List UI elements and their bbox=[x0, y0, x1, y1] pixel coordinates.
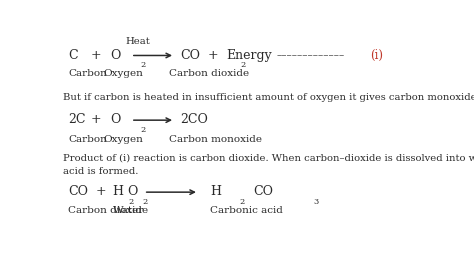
Text: 2: 2 bbox=[128, 198, 133, 206]
Text: +: + bbox=[91, 49, 101, 62]
Text: But if carbon is heated in insufficient amount of oxygen it gives carbon monoxid: But if carbon is heated in insufficient … bbox=[63, 93, 474, 102]
Text: 2: 2 bbox=[142, 198, 147, 206]
Text: O: O bbox=[110, 49, 121, 62]
Text: +: + bbox=[208, 49, 219, 62]
Text: 2: 2 bbox=[240, 198, 245, 206]
Text: Carbon: Carbon bbox=[68, 69, 107, 78]
Text: Carbon dioxide: Carbon dioxide bbox=[169, 69, 250, 78]
Text: 2CO: 2CO bbox=[181, 113, 209, 126]
Text: H: H bbox=[210, 185, 221, 198]
Text: 2: 2 bbox=[240, 61, 245, 69]
Text: O: O bbox=[110, 113, 121, 126]
Text: 2: 2 bbox=[140, 61, 146, 69]
Text: Product of (i) reaction is carbon dioxide. When carbon–dioxide is dissolved into: Product of (i) reaction is carbon dioxid… bbox=[63, 154, 474, 163]
Text: Carbon: Carbon bbox=[68, 135, 107, 144]
Text: +: + bbox=[95, 185, 106, 198]
Text: +: + bbox=[91, 113, 101, 126]
Text: (i): (i) bbox=[370, 49, 383, 62]
Text: Energy: Energy bbox=[227, 49, 272, 62]
Text: Water: Water bbox=[112, 206, 144, 215]
Text: Oxygen: Oxygen bbox=[103, 69, 143, 78]
Text: Carbonic acid: Carbonic acid bbox=[210, 206, 283, 215]
Text: Oxygen: Oxygen bbox=[103, 135, 143, 144]
Text: 2: 2 bbox=[140, 126, 146, 134]
Text: CO: CO bbox=[68, 185, 89, 198]
Text: H: H bbox=[112, 185, 124, 198]
Text: CO: CO bbox=[254, 185, 273, 198]
Text: Carbon dioxide: Carbon dioxide bbox=[68, 206, 148, 215]
Text: O: O bbox=[127, 185, 137, 198]
Text: CO: CO bbox=[181, 49, 201, 62]
Text: 2C: 2C bbox=[68, 113, 86, 126]
Text: C: C bbox=[68, 49, 78, 62]
Text: 3: 3 bbox=[313, 198, 319, 206]
Text: –––––––––––––: ––––––––––––– bbox=[277, 51, 345, 61]
Text: acid is formed.: acid is formed. bbox=[63, 167, 138, 176]
Text: Heat: Heat bbox=[126, 37, 151, 46]
Text: Carbon monoxide: Carbon monoxide bbox=[169, 135, 263, 144]
